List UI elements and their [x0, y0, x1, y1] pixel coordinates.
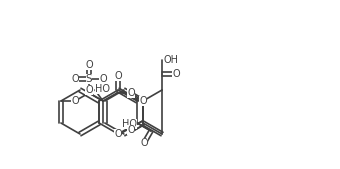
- Text: O: O: [71, 96, 79, 106]
- Text: O: O: [99, 74, 107, 84]
- Text: HO: HO: [96, 84, 110, 94]
- Text: HO: HO: [122, 119, 137, 129]
- Text: O: O: [85, 85, 93, 95]
- Text: OH: OH: [164, 55, 179, 65]
- Text: S: S: [86, 74, 92, 84]
- Text: O: O: [114, 129, 122, 139]
- Text: O: O: [139, 96, 147, 106]
- Text: O: O: [172, 69, 180, 79]
- Text: O: O: [140, 138, 148, 148]
- Text: O: O: [114, 71, 122, 81]
- Text: O: O: [127, 125, 135, 135]
- Text: O: O: [127, 88, 135, 98]
- Text: O: O: [71, 74, 79, 84]
- Text: O: O: [85, 60, 93, 70]
